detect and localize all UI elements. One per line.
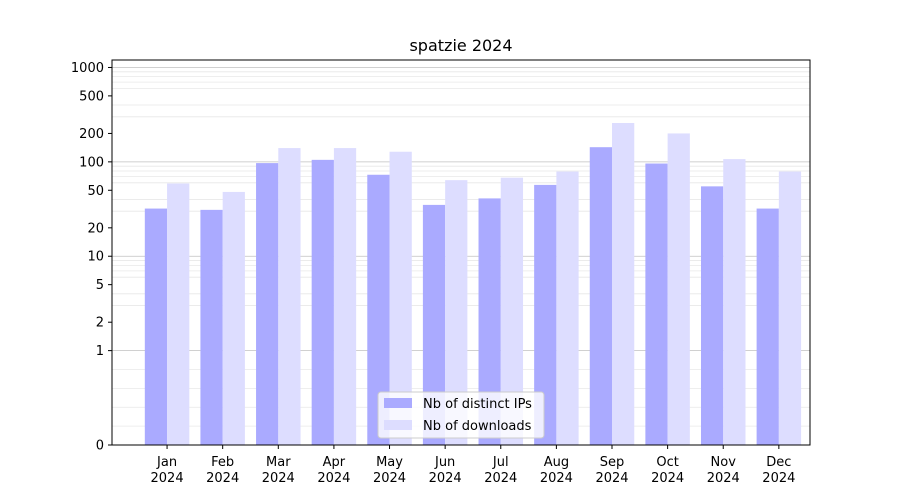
x-tick-label-year: 2024 xyxy=(151,471,184,486)
x-tick-label-month: Nov xyxy=(711,455,737,470)
bar-downloads xyxy=(778,171,802,445)
x-tick-label-year: 2024 xyxy=(651,471,684,486)
bar-distinct-ips xyxy=(478,198,501,445)
bar-downloads xyxy=(667,133,690,445)
x-tick-label-year: 2024 xyxy=(540,471,573,486)
bar-distinct-ips xyxy=(367,174,390,445)
bar-downloads xyxy=(278,148,301,445)
x-tick-label-year: 2024 xyxy=(707,471,740,486)
x-tick-label-year: 2024 xyxy=(762,471,795,486)
bar-downloads xyxy=(333,148,357,445)
x-tick-label-year: 2024 xyxy=(373,471,406,486)
x-tick-label-month: Aug xyxy=(544,455,569,470)
y-tick-label: 10 xyxy=(87,250,104,265)
bar-downloads xyxy=(389,151,412,446)
y-axis: 0 1 2 5 10 20 50 100 200 500 1000 xyxy=(71,61,112,454)
bar-downloads xyxy=(612,123,635,445)
y-tick-label: 0 xyxy=(96,439,104,454)
y-tick-label: 200 xyxy=(79,127,104,142)
legend-swatch-distinct-ips xyxy=(384,398,412,408)
x-tick-label-month: Feb xyxy=(211,455,234,470)
y-tick-label: 50 xyxy=(87,184,104,199)
bar-distinct-ips xyxy=(144,208,168,445)
bar-distinct-ips xyxy=(589,147,613,445)
legend: Nb of distinct IPs Nb of downloads xyxy=(377,391,545,439)
x-tick-label-month: Mar xyxy=(266,455,291,470)
y-tick-label: 1000 xyxy=(71,61,104,76)
legend-label-distinct-ips: Nb of distinct IPs xyxy=(423,397,532,412)
bar-distinct-ips xyxy=(311,159,334,446)
x-tick-label-month: May xyxy=(376,455,403,470)
x-axis: Jan2024Feb2024Mar2024Apr2024May2024Jun20… xyxy=(151,445,795,486)
bars xyxy=(144,123,802,446)
y-tick-label: 100 xyxy=(79,155,104,170)
x-tick-label-month: Jan xyxy=(156,455,177,470)
bar-distinct-ips xyxy=(756,208,779,445)
x-tick-label-month: Apr xyxy=(323,455,346,470)
x-tick-label-year: 2024 xyxy=(595,471,628,486)
bar-downloads xyxy=(556,171,579,445)
bar-downloads xyxy=(222,191,245,445)
bar-distinct-ips xyxy=(534,184,557,446)
bar-distinct-ips xyxy=(645,163,668,446)
y-tick-label: 5 xyxy=(96,278,104,293)
y-tick-label: 1 xyxy=(96,344,104,359)
x-tick-label-month: Dec xyxy=(766,455,791,470)
x-tick-label-month: Sep xyxy=(600,455,625,470)
bar-downloads xyxy=(445,180,468,445)
x-tick-label-year: 2024 xyxy=(317,471,350,486)
x-tick-label-year: 2024 xyxy=(262,471,295,486)
y-tick-label: 2 xyxy=(96,316,104,331)
y-tick-label: 20 xyxy=(87,221,104,236)
x-tick-label-year: 2024 xyxy=(429,471,462,486)
bar-downloads xyxy=(500,177,524,446)
x-tick-label-month: Jun xyxy=(434,455,455,470)
bar-downloads xyxy=(167,183,190,446)
chart-title: spatzie 2024 xyxy=(409,36,512,55)
bar-distinct-ips xyxy=(700,186,724,445)
bar-distinct-ips xyxy=(256,163,279,445)
x-tick-label-month: Jul xyxy=(492,455,509,470)
legend-swatch-downloads xyxy=(384,420,412,430)
bar-distinct-ips xyxy=(200,209,223,445)
plot-frame xyxy=(111,59,811,446)
legend-label-downloads: Nb of downloads xyxy=(423,419,532,434)
x-tick-label-year: 2024 xyxy=(484,471,517,486)
bar-distinct-ips xyxy=(422,204,446,445)
x-tick-label-month: Oct xyxy=(656,455,678,470)
y-tick-label: 500 xyxy=(79,89,104,104)
bar-downloads xyxy=(723,159,746,445)
legend-frame xyxy=(377,391,545,439)
x-tick-label-year: 2024 xyxy=(206,471,239,486)
